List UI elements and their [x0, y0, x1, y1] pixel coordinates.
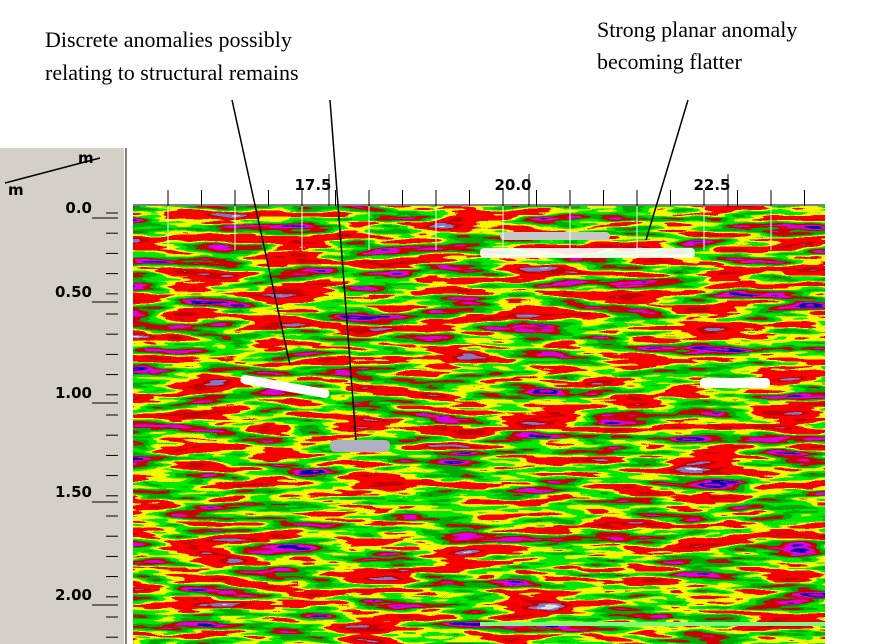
y-tick-label: 0.50 [55, 283, 92, 301]
annotation: Discrete anomalies possibly [45, 27, 292, 52]
y-tick-label: 0.0 [65, 199, 92, 217]
figure: m m 17.5 20.0 22.5 0.0 0.50 1.00 1.50 2.00 Dis… [0, 0, 876, 644]
x-tick-label: 17.5 [294, 176, 331, 194]
x-tick-label: 22.5 [693, 176, 730, 194]
y-tick-label: 1.50 [55, 483, 92, 501]
y-tick-label: 1.00 [55, 384, 92, 402]
annotation: Strong planar anomaly [597, 17, 797, 42]
radargram [133, 206, 825, 644]
annotation: becoming flatter [597, 49, 742, 74]
x-unit: m [78, 149, 94, 167]
y-tick-label: 2.00 [55, 586, 92, 604]
annotation: relating to structural remains [45, 60, 299, 85]
x-tick-label: 20.0 [494, 176, 531, 194]
y-unit: m [8, 181, 24, 199]
